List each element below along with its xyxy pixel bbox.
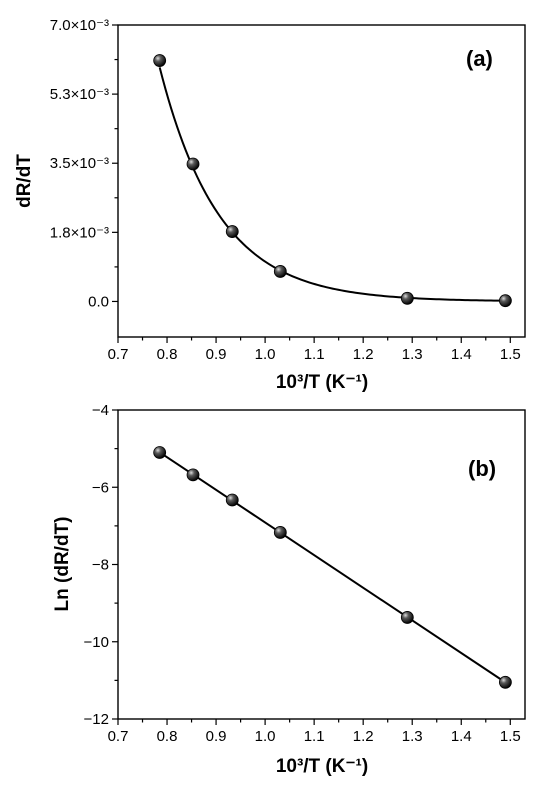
- panel-a-fit-curve: [158, 67, 506, 302]
- y-tick-label: 0.0: [88, 293, 109, 310]
- y-tick-label: 3.5×10⁻³: [50, 155, 109, 172]
- data-point: [225, 493, 239, 507]
- x-tick-label: 0.7: [108, 728, 129, 745]
- data-point: [400, 611, 414, 624]
- x-tick-label: 1.3: [402, 728, 423, 745]
- data-point: [498, 294, 512, 308]
- y-tick-label: 1.8×10⁻³: [50, 224, 109, 241]
- x-tick-label: 0.9: [206, 728, 227, 745]
- panel-a-y-ticks: 0.0 1.8×10⁻³ 3.5×10⁻³ 5.3×10⁻³ 7.0×10⁻³: [50, 17, 118, 310]
- x-tick-label: 0.8: [157, 346, 178, 363]
- x-tick-label: 1.4: [451, 728, 472, 745]
- panel-b-y-axis-title: Ln (dR/dT): [52, 517, 73, 612]
- x-tick-label: 0.9: [206, 346, 227, 363]
- panel-a-plot-frame: [117, 24, 526, 338]
- panel-b-data-points: [153, 446, 512, 689]
- x-tick-label: 1.2: [353, 346, 374, 363]
- y-tick-label: −4: [92, 402, 109, 419]
- data-point: [186, 468, 200, 482]
- data-point: [225, 225, 239, 238]
- panel-a-label: (a): [466, 46, 493, 71]
- x-tick-label: 1.1: [304, 728, 325, 745]
- panel-b-y-ticks: −12 −10 −8 −6 −4: [84, 402, 118, 728]
- y-tick-label: 5.3×10⁻³: [50, 86, 109, 103]
- data-point: [273, 265, 287, 278]
- panel-a-x-ticks: 0.7 0.8 0.9 1.0 1.1 1.2 1.3 1.4 1.5: [108, 337, 521, 363]
- data-point: [400, 291, 414, 305]
- y-tick-label: 7.0×10⁻³: [50, 17, 109, 34]
- x-tick-label: 1.0: [255, 728, 276, 745]
- y-tick-label: −8: [92, 557, 109, 574]
- data-point: [498, 675, 512, 689]
- panel-b: 0.7 0.8 0.9 1.0 1.1 1.2 1.3 1.4 1.5 −12 −10 −8 −6 −4…: [52, 402, 526, 777]
- x-tick-label: 1.0: [255, 346, 276, 363]
- data-point: [186, 157, 200, 171]
- x-tick-label: 1.5: [500, 728, 521, 745]
- panel-a-x-axis-title: 10³/T (K⁻¹): [276, 372, 368, 393]
- data-point: [273, 526, 287, 539]
- data-point: [153, 446, 167, 459]
- y-tick-label: −12: [84, 711, 109, 728]
- x-tick-label: 0.7: [108, 346, 129, 363]
- y-tick-label: −6: [92, 479, 109, 496]
- y-tick-label: −10: [84, 634, 109, 651]
- panel-a: 0.7 0.8 0.9 1.0 1.1 1.2 1.3 1.4 1.5 0.0 1.8×10⁻³ 3…: [14, 17, 526, 393]
- panel-b-x-ticks: 0.7 0.8 0.9 1.0 1.1 1.2 1.3 1.4 1.5: [108, 719, 521, 745]
- panel-b-label: (b): [468, 456, 496, 481]
- x-tick-label: 0.8: [157, 728, 178, 745]
- panel-a-data-points: [153, 54, 512, 308]
- panel-b-plot-frame: [117, 409, 526, 720]
- panel-b-x-axis-title: 10³/T (K⁻¹): [276, 756, 368, 777]
- x-tick-label: 1.4: [451, 346, 472, 363]
- panel-a-y-axis-title: dR/dT: [14, 154, 35, 208]
- data-point: [153, 54, 167, 67]
- panel-b-fit-line: [159, 451, 506, 684]
- x-tick-label: 1.2: [353, 728, 374, 745]
- x-tick-label: 1.1: [304, 346, 325, 363]
- x-tick-label: 1.5: [500, 346, 521, 363]
- x-tick-label: 1.3: [402, 346, 423, 363]
